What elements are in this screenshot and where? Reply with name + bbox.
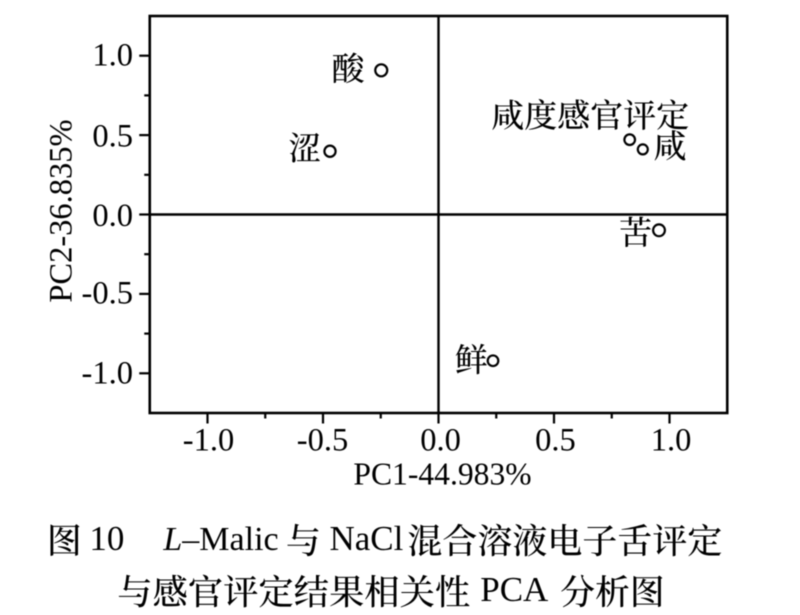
svg-text:1.0: 1.0 <box>651 423 692 459</box>
svg-text:-0.5: -0.5 <box>82 275 133 311</box>
svg-text:-1.0: -1.0 <box>183 423 234 459</box>
svg-text:0.5: 0.5 <box>92 119 133 155</box>
svg-text:-1.0: -1.0 <box>82 355 133 391</box>
svg-text:NaCl: NaCl <box>329 519 403 558</box>
svg-text:1.0: 1.0 <box>92 37 133 73</box>
svg-text:0.5: 0.5 <box>535 423 576 459</box>
svg-text:PC1-44.983%: PC1-44.983% <box>353 457 531 492</box>
svg-text:0.0: 0.0 <box>92 198 133 234</box>
svg-text:L–Malic: L–Malic <box>162 521 278 558</box>
svg-text:-0.5: -0.5 <box>297 423 348 459</box>
svg-text:PC2-36.835%: PC2-36.835% <box>44 119 80 302</box>
svg-text:0.0: 0.0 <box>420 423 461 459</box>
svg-text:PCA: PCA <box>480 570 549 609</box>
svg-text:10: 10 <box>89 519 124 558</box>
